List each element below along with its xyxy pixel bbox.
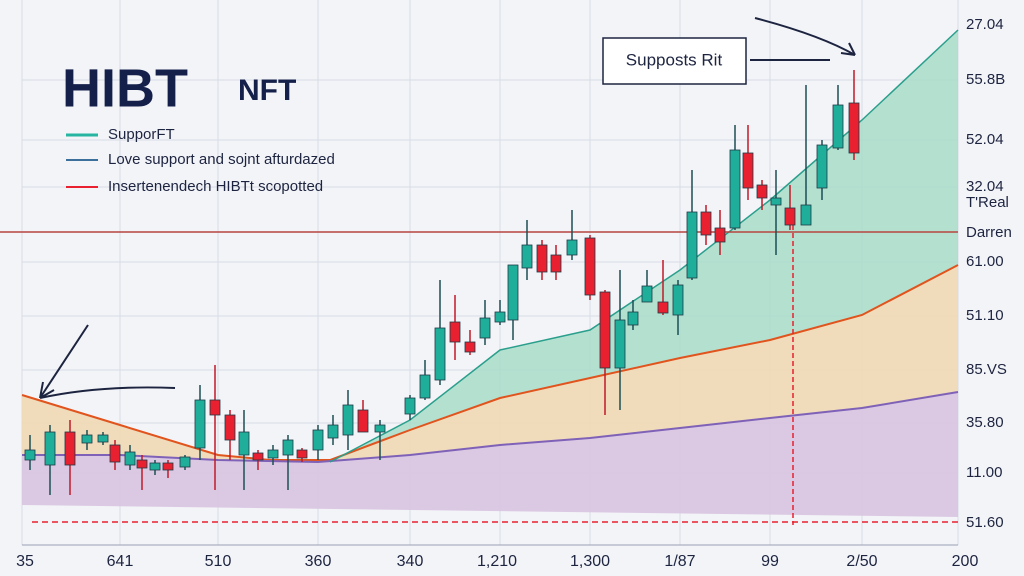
arrow-top bbox=[750, 17, 856, 61]
candle-body bbox=[848, 102, 860, 154]
candle-body bbox=[686, 211, 698, 279]
candle-body bbox=[342, 404, 354, 436]
y-tick-label: 35.80 bbox=[966, 414, 1004, 431]
x-tick-label: 641 bbox=[107, 553, 134, 570]
x-tick-label: 340 bbox=[397, 553, 424, 570]
tan-area bbox=[22, 265, 958, 462]
candle-body bbox=[64, 431, 76, 466]
y-tick-label: 32.04 bbox=[966, 178, 1004, 195]
candle-body bbox=[756, 184, 768, 199]
x-tick-label: 1/87 bbox=[664, 553, 695, 570]
candle-body bbox=[224, 414, 236, 441]
candle-body bbox=[566, 239, 578, 256]
candle-body bbox=[327, 424, 339, 439]
candle-body bbox=[479, 317, 491, 339]
x-tick-label: 99 bbox=[761, 553, 779, 570]
y-tick-label: 61.00 bbox=[966, 253, 1004, 270]
candle-body bbox=[714, 227, 726, 243]
candle-body bbox=[312, 429, 324, 451]
candle-body bbox=[700, 211, 712, 236]
y-tick-label: 85.VS bbox=[966, 361, 1007, 378]
candle-body bbox=[267, 449, 279, 459]
candle-body bbox=[494, 311, 506, 323]
x-tick-label: 2/50 bbox=[846, 553, 877, 570]
candle-body bbox=[536, 244, 548, 273]
candle-body bbox=[179, 456, 191, 468]
candle-body bbox=[419, 374, 431, 399]
candle-body bbox=[584, 237, 596, 296]
candle-body bbox=[97, 434, 109, 443]
candle-body bbox=[770, 197, 782, 206]
candle-body bbox=[614, 319, 626, 369]
annotation-box bbox=[602, 37, 747, 85]
y-tick-label: 51.10 bbox=[966, 307, 1004, 324]
x-tick-label: 1,210 bbox=[477, 553, 517, 570]
candle-body bbox=[657, 301, 669, 314]
candle-body bbox=[238, 431, 250, 456]
teal-area bbox=[330, 30, 958, 462]
orange-line bbox=[21, 264, 959, 461]
candle-body bbox=[742, 152, 754, 189]
x-tick-label: 360 bbox=[305, 553, 332, 570]
candle-body bbox=[550, 254, 562, 273]
candle-body bbox=[374, 424, 386, 433]
legend-label: Insertenendech HIBTt scopotted bbox=[108, 178, 323, 195]
candle-body bbox=[729, 149, 741, 229]
candle-body bbox=[194, 399, 206, 449]
candle-body bbox=[464, 341, 476, 353]
candle-body bbox=[672, 284, 684, 316]
legend-label: SupporFT bbox=[108, 126, 175, 143]
legend-label: Love support and sojnt afturdazed bbox=[108, 151, 335, 168]
chart-subtitle: NFT bbox=[238, 74, 296, 107]
candle-body bbox=[599, 291, 611, 369]
candle-body bbox=[784, 207, 796, 226]
candle-body bbox=[209, 399, 221, 416]
x-tick-label: 1,300 bbox=[570, 553, 610, 570]
candle-body bbox=[252, 452, 264, 461]
candle-body bbox=[434, 327, 446, 381]
candle-body bbox=[449, 321, 461, 343]
x-tick-label: 200 bbox=[952, 553, 979, 570]
candle-body bbox=[296, 449, 308, 459]
candle-body bbox=[282, 439, 294, 456]
x-labels: 35 641 510 360 340 1,210 1,300 1/87 99 2/50 200 bbox=[16, 553, 978, 570]
candle-body bbox=[162, 462, 174, 471]
candle-body bbox=[627, 311, 639, 326]
y-tick-label: 52.04 bbox=[966, 131, 1004, 148]
x-tick-label: 510 bbox=[205, 553, 232, 570]
candle-body bbox=[404, 397, 416, 415]
y-tick-label: 27.04 bbox=[966, 16, 1004, 33]
candle-body bbox=[81, 434, 93, 444]
teal-line bbox=[329, 29, 959, 463]
y-labels: 27.04 55.8B 52.04 32.04T'Real Darren 61.00 51.… bbox=[966, 16, 1012, 531]
candle-body bbox=[521, 244, 533, 269]
candle-body bbox=[124, 451, 136, 466]
candle-body bbox=[832, 104, 844, 149]
candle-body bbox=[357, 409, 369, 433]
candle-body bbox=[800, 204, 812, 226]
candle-body bbox=[44, 431, 56, 466]
chart-title: HIBT bbox=[62, 58, 188, 118]
candle-body bbox=[816, 144, 828, 189]
candle-body bbox=[136, 459, 148, 469]
y-tick-label: 11.00 bbox=[966, 464, 1002, 481]
candle-body bbox=[149, 462, 161, 471]
y-tick-label: 51.60 bbox=[966, 514, 1004, 531]
y-tick-label: 55.8B bbox=[966, 71, 1005, 88]
candle-body bbox=[24, 449, 36, 461]
y-tick-label: T'Real bbox=[966, 194, 1009, 211]
y-tick-label: Darren bbox=[966, 224, 1012, 241]
annotation: Supposts Rit bbox=[626, 50, 723, 69]
candle-body bbox=[641, 285, 653, 303]
candle-body bbox=[109, 444, 121, 463]
arrow-left bbox=[39, 324, 176, 399]
candles bbox=[24, 70, 860, 495]
x-tick-label: 35 bbox=[16, 553, 34, 570]
candle-body bbox=[507, 264, 519, 321]
